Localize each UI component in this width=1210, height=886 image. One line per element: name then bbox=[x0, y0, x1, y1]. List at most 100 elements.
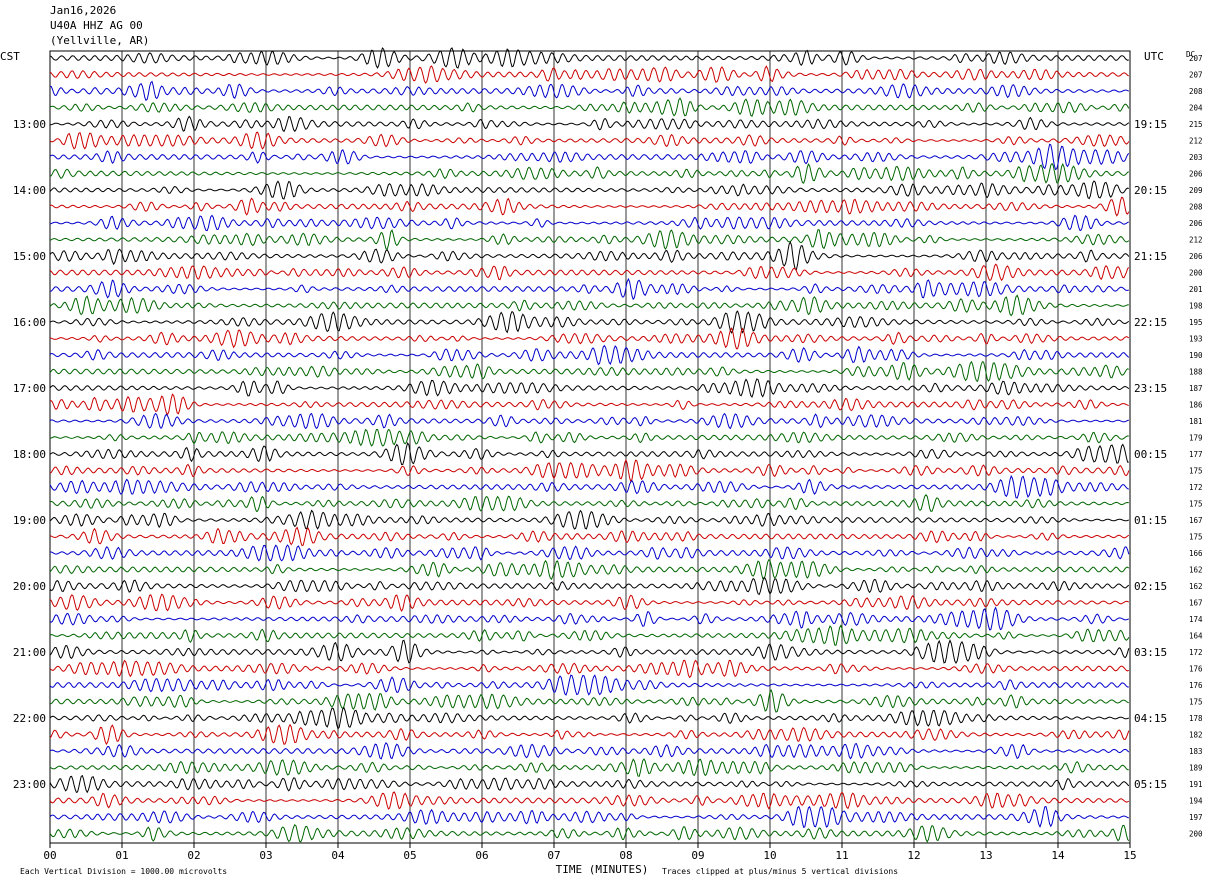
dc-offset-label: 209 bbox=[1189, 186, 1203, 195]
seismic-trace bbox=[49, 659, 1130, 679]
seismic-trace bbox=[49, 741, 1130, 760]
dc-offset-label: 162 bbox=[1189, 566, 1203, 575]
seismic-trace bbox=[49, 214, 1129, 232]
x-tick-label: 09 bbox=[691, 849, 704, 862]
utc-hour-label: 03:15 bbox=[1134, 646, 1167, 659]
seismic-trace bbox=[49, 97, 1130, 117]
dc-offset-label: 172 bbox=[1189, 483, 1203, 492]
seismic-trace bbox=[49, 162, 1130, 184]
dc-offset-label: 215 bbox=[1189, 120, 1203, 129]
seismic-trace bbox=[49, 196, 1130, 217]
dc-offset-label: 164 bbox=[1189, 632, 1203, 641]
x-tick-label: 04 bbox=[331, 849, 345, 862]
seismic-trace bbox=[49, 228, 1130, 251]
seismic-trace bbox=[49, 180, 1129, 200]
seismic-trace bbox=[49, 593, 1130, 613]
utc-hour-label: 23:15 bbox=[1134, 382, 1167, 395]
dc-offset-label: 175 bbox=[1189, 698, 1203, 707]
dc-offset-label: 203 bbox=[1189, 153, 1203, 162]
dc-offset-label: 167 bbox=[1189, 516, 1203, 525]
dc-offset-label: 183 bbox=[1189, 747, 1203, 756]
cst-label: CST bbox=[0, 50, 20, 63]
cst-hour-label: 13:00 bbox=[13, 118, 46, 131]
dc-offset-label: 172 bbox=[1189, 648, 1203, 657]
x-tick-label: 03 bbox=[259, 849, 272, 862]
seismic-trace bbox=[49, 639, 1130, 664]
x-tick-label: 13 bbox=[979, 849, 992, 862]
seismic-trace bbox=[50, 544, 1130, 562]
dc-offset-label: 188 bbox=[1189, 368, 1203, 377]
cst-hour-label: 23:00 bbox=[13, 778, 46, 791]
dc-offset-label: 201 bbox=[1189, 285, 1203, 294]
dc-offset-label: 206 bbox=[1189, 219, 1203, 228]
dc-offset-label: 208 bbox=[1189, 203, 1203, 212]
x-tick-label: 12 bbox=[907, 849, 920, 862]
location-label: (Yellville, AR) bbox=[50, 34, 150, 47]
seismic-trace bbox=[49, 412, 1129, 430]
seismic-trace bbox=[49, 131, 1130, 150]
dc-offset-label: 166 bbox=[1189, 549, 1203, 558]
dc-offset-label: 194 bbox=[1189, 797, 1203, 806]
utc-hour-label: 20:15 bbox=[1134, 184, 1167, 197]
dc-offset-label: 179 bbox=[1189, 434, 1203, 443]
clip-note: Traces clipped at plus/minus 5 vertical … bbox=[662, 867, 898, 876]
cst-hour-label: 21:00 bbox=[13, 646, 46, 659]
utc-hour-label: 02:15 bbox=[1134, 580, 1167, 593]
seismic-trace bbox=[49, 805, 1129, 828]
seismic-trace bbox=[49, 442, 1129, 466]
dc-offset-label: 189 bbox=[1189, 764, 1203, 773]
seismic-trace bbox=[49, 758, 1129, 777]
x-tick-label: 08 bbox=[619, 849, 632, 862]
dc-offset-label: 186 bbox=[1189, 401, 1203, 410]
seismic-trace bbox=[49, 606, 1130, 631]
station-label: U40A HHZ AG 00 bbox=[50, 19, 143, 32]
dc-offset-label: 162 bbox=[1189, 582, 1203, 591]
x-tick-label: 05 bbox=[403, 849, 416, 862]
dc-offset-label: 206 bbox=[1189, 252, 1203, 261]
utc-hour-label: 00:15 bbox=[1134, 448, 1167, 461]
dc-offset-label: 206 bbox=[1189, 170, 1203, 179]
utc-hour-label: 05:15 bbox=[1134, 778, 1167, 791]
seismic-trace bbox=[49, 393, 1129, 416]
seismic-trace bbox=[49, 115, 1130, 133]
date-label: Jan16,2026 bbox=[50, 4, 117, 17]
dc-offset-label: 191 bbox=[1189, 780, 1203, 789]
seismic-trace bbox=[49, 707, 1129, 730]
seismic-trace bbox=[49, 474, 1129, 499]
dc-offset-label: 197 bbox=[1189, 813, 1203, 822]
scale-note: Each Vertical Division = 1000.00 microvo… bbox=[20, 867, 227, 876]
cst-hour-label: 16:00 bbox=[13, 316, 46, 329]
dc-offset-label: 190 bbox=[1189, 351, 1203, 360]
cst-hour-label: 22:00 bbox=[13, 712, 46, 725]
seismic-trace bbox=[49, 263, 1130, 282]
dc-offset-label: 204 bbox=[1189, 104, 1203, 113]
utc-hour-label: 19:15 bbox=[1134, 118, 1167, 131]
x-tick-label: 01 bbox=[115, 849, 128, 862]
dc-offset-label: 174 bbox=[1189, 615, 1203, 624]
seismic-trace bbox=[49, 378, 1130, 399]
dc-offset-label: 207 bbox=[1189, 71, 1203, 80]
dc-offset-label: 175 bbox=[1189, 500, 1203, 509]
label-group: 00 01 02 03 04 05 06 07 08 09 10 11 12 13 14 15 207 207 20… bbox=[0, 50, 1203, 876]
dc-offset-label: 187 bbox=[1189, 384, 1203, 393]
dc-offset-label: 167 bbox=[1189, 599, 1203, 608]
seismic-trace bbox=[49, 294, 1129, 317]
x-tick-label: 02 bbox=[187, 849, 200, 862]
dc-offset-label: 200 bbox=[1189, 830, 1203, 839]
plot-grid bbox=[49, 50, 1131, 848]
seismic-trace bbox=[49, 458, 1130, 484]
seismic-trace bbox=[49, 143, 1130, 171]
dc-offset-label: 176 bbox=[1189, 681, 1203, 690]
cst-hour-label: 17:00 bbox=[13, 382, 46, 395]
dc-offset-label: 195 bbox=[1189, 318, 1203, 327]
utc-label: UTC bbox=[1144, 50, 1164, 63]
seismic-trace bbox=[49, 494, 1129, 512]
cst-hour-label: 15:00 bbox=[13, 250, 46, 263]
seismic-trace bbox=[49, 80, 1130, 102]
seismic-trace bbox=[49, 624, 1130, 646]
utc-hour-label: 04:15 bbox=[1134, 712, 1167, 725]
seismic-trace bbox=[49, 360, 1129, 382]
dc-offset-label: 212 bbox=[1189, 137, 1203, 146]
cst-hour-label: 19:00 bbox=[13, 514, 46, 527]
